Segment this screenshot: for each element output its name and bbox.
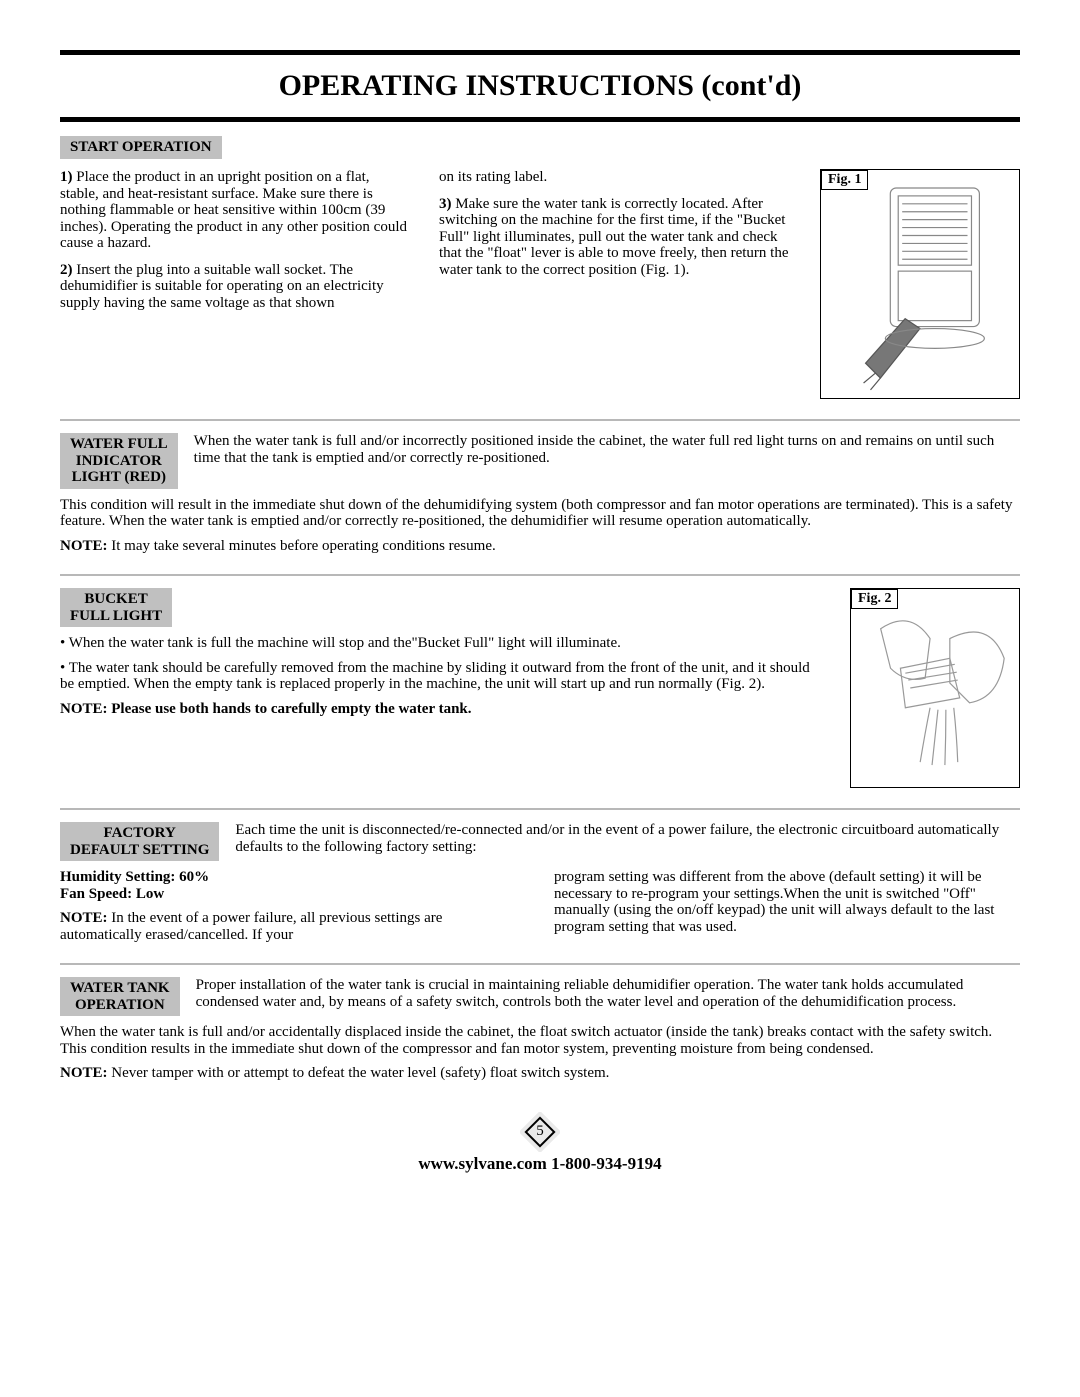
factory-default-label: FACTORYDEFAULT SETTING [60,822,219,861]
divider-3 [60,808,1020,810]
water-full-body: This condition will result in the immedi… [60,497,1020,530]
factory-columns: Humidity Setting: 60%Fan Speed: Low NOTE… [60,869,1020,943]
divider-2 [60,574,1020,576]
divider-1 [60,419,1020,421]
factory-default-section: FACTORYDEFAULT SETTING Each time the uni… [60,822,1020,861]
page-number: 5 [536,1123,544,1140]
water-full-intro: When the water tank is full and/or incor… [194,433,1020,466]
water-full-section: WATER FULLINDICATORLIGHT (RED) When the … [60,433,1020,489]
bucket-b2: • The water tank should be carefully rem… [60,660,820,693]
bucket-b1: • When the water tank is full the machin… [60,635,820,652]
water-tank-body: When the water tank is full and/or accid… [60,1024,1020,1057]
start-operation-section: 1) 1) Place the product in an upright po… [60,169,1020,399]
title-rule [60,117,1020,122]
bucket-full-section: BUCKETFULL LIGHT • When the water tank i… [60,588,1020,788]
figure-1: Fig. 1 [820,169,1020,399]
page-footer: 5 www.sylvane.com 1-800-934-9194 [60,1112,1020,1174]
start-p3-top: on its rating label. [439,169,790,186]
bucket-full-label: BUCKETFULL LIGHT [60,588,172,627]
top-rule [60,50,1020,55]
water-full-label: WATER FULLINDICATORLIGHT (RED) [60,433,178,489]
water-tank-section: WATER TANKOPERATION Proper installation … [60,977,1020,1016]
fig2-illustration [851,589,1019,787]
factory-left-note: NOTE: In the event of a power failure, a… [60,910,526,943]
water-tank-intro: Proper installation of the water tank is… [196,977,1020,1010]
divider-4 [60,963,1020,965]
factory-right: program setting was different from the a… [554,869,1020,943]
start-p2: 2) Insert the plug into a suitable wall … [60,262,411,312]
bucket-note: NOTE: Please use both hands to carefully… [60,701,820,718]
water-tank-note: NOTE: Never tamper with or attempt to de… [60,1065,1020,1082]
start-p1: 1) 1) Place the product in an upright po… [60,169,411,252]
water-full-note: NOTE: It may take several minutes before… [60,538,1020,555]
factory-intro: Each time the unit is disconnected/re-co… [235,822,1020,855]
figure-2: Fig. 2 [850,588,1020,788]
fig1-illustration [821,170,1019,398]
fig2-label: Fig. 2 [851,589,898,609]
footer-diamond-icon: 5 [520,1112,560,1152]
water-tank-label: WATER TANKOPERATION [60,977,180,1016]
page-title: OPERATING INSTRUCTIONS (cont'd) [60,69,1020,103]
fig1-label: Fig. 1 [821,170,868,190]
footer-url: www.sylvane.com 1-800-934-9194 [60,1154,1020,1174]
start-operation-label: START OPERATION [60,136,222,159]
factory-settings: Humidity Setting: 60%Fan Speed: Low [60,869,526,902]
start-p3: 3) Make sure the water tank is correctly… [439,196,790,279]
